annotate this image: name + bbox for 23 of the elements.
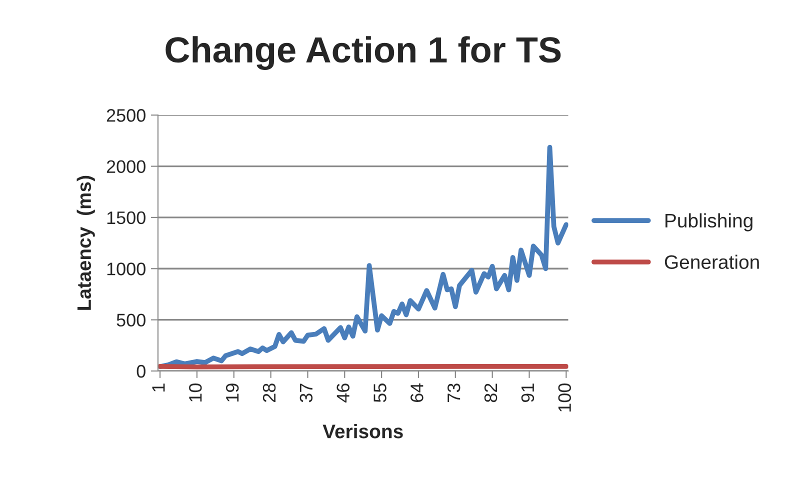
x-tick-label: 73 xyxy=(447,384,460,402)
y-tick-label: 0 xyxy=(136,364,146,378)
x-tick-label: 82 xyxy=(484,384,498,402)
legend-label: Generation xyxy=(664,254,759,269)
x-tick-label: 100 xyxy=(558,384,572,412)
x-tick-label: 55 xyxy=(374,384,386,402)
y-tick-label: 500 xyxy=(116,314,146,327)
x-tick-label: 19 xyxy=(226,384,239,402)
x-tick-label: 64 xyxy=(410,383,424,402)
y-tick-label: 2500 xyxy=(106,109,146,122)
y-tick-label: 1000 xyxy=(107,262,146,276)
x-tick-label: 91 xyxy=(521,384,534,402)
x-tick-label: 1 xyxy=(152,384,165,392)
legend-label: Publishing xyxy=(666,213,752,232)
y-tick-label: 1500 xyxy=(107,211,146,224)
x-axis-title: Verisons xyxy=(322,424,403,438)
chart-title: Change Action 1 for TS xyxy=(166,36,561,70)
y-axis-title: Lataency (ms) xyxy=(76,176,95,310)
y-tick-label: 2000 xyxy=(106,160,146,173)
x-tick-label: 10 xyxy=(189,384,202,402)
x-tick-label: 46 xyxy=(336,384,350,402)
x-tick-label: 28 xyxy=(262,384,276,402)
x-tick-label: 37 xyxy=(300,384,313,402)
